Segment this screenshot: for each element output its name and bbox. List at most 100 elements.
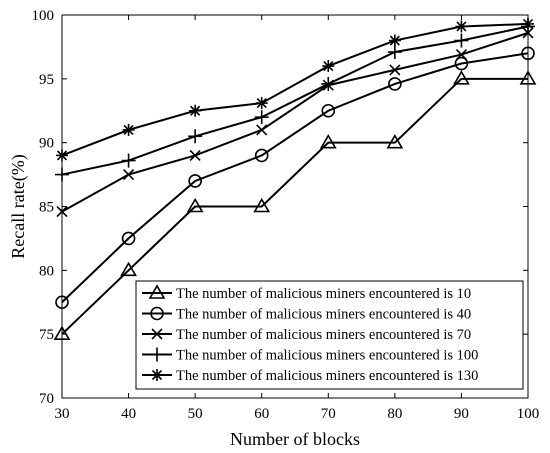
triangle-marker	[253, 197, 271, 213]
data-point	[188, 129, 203, 144]
data-point	[389, 64, 401, 76]
circle-marker	[454, 56, 469, 71]
series-1	[53, 70, 537, 340]
legend-marker	[151, 328, 163, 340]
data-point	[189, 149, 201, 161]
asterisk-marker-stroke	[123, 124, 134, 135]
data-point	[186, 197, 204, 213]
x-axis-title: Number of blocks	[230, 429, 360, 449]
data-point	[256, 124, 268, 136]
x-tick-label: 50	[188, 406, 203, 422]
asterisk-marker-stroke	[190, 105, 201, 116]
series-line	[61, 22, 529, 157]
data-point	[56, 149, 68, 162]
data-point	[387, 45, 402, 60]
circle-marker	[321, 103, 336, 118]
legend-label: The number of malicious miners encounter…	[176, 307, 471, 323]
series-2	[55, 46, 535, 310]
y-tick-label: 80	[39, 263, 54, 279]
data-point	[321, 76, 336, 91]
y-tick-label: 75	[39, 327, 54, 343]
y-tick-label: 85	[39, 200, 54, 216]
legend: The number of malicious miners encounter…	[135, 280, 524, 390]
legend-label: The number of malicious miners encounter…	[176, 327, 471, 343]
data-point	[455, 49, 467, 61]
legend-entry: The number of malicious miners encounter…	[142, 327, 471, 343]
y-tick-label: 90	[39, 136, 54, 152]
data-point	[255, 97, 268, 110]
x-tick-label: 80	[387, 406, 402, 422]
data-point	[388, 77, 402, 91]
data-point	[121, 153, 136, 168]
circle-marker	[388, 77, 402, 91]
data-point	[121, 231, 136, 246]
x-tick-label: 100	[517, 406, 540, 422]
data-point	[55, 167, 69, 182]
data-point	[386, 134, 404, 149]
triangle-marker	[148, 284, 166, 299]
x-marker-stroke	[189, 149, 201, 161]
data-point	[322, 60, 335, 73]
x-tick-label: 90	[454, 406, 469, 422]
data-point	[522, 17, 534, 30]
legend-marker	[150, 306, 164, 321]
data-point	[455, 20, 468, 33]
triangle-marker	[186, 197, 204, 213]
data-point	[454, 56, 469, 71]
asterisk-marker-stroke	[456, 21, 467, 32]
legend-entry: The number of malicious miners encounter…	[142, 284, 471, 302]
series-line	[61, 25, 529, 176]
legend-entry: The number of malicious miners encounter…	[142, 347, 478, 364]
data-point	[120, 261, 137, 277]
x-tick-label: 30	[55, 406, 70, 422]
data-point	[519, 70, 537, 85]
asterisk-marker-stroke	[151, 369, 163, 381]
data-point	[122, 123, 135, 136]
circle-marker	[188, 174, 202, 188]
asterisk-marker-stroke	[323, 61, 334, 72]
x-marker-stroke	[123, 169, 135, 181]
data-point	[56, 206, 68, 218]
series-line	[61, 77, 528, 335]
circle-marker	[254, 148, 269, 163]
legend-label: The number of malicious miners encounter…	[176, 286, 471, 302]
series-5	[56, 17, 534, 162]
y-tick-label: 95	[39, 72, 54, 88]
data-point	[388, 34, 401, 47]
triangle-marker	[53, 325, 71, 340]
series-layer	[53, 17, 537, 340]
data-point	[321, 103, 336, 118]
legend-entry: The number of malicious miners encounter…	[142, 368, 478, 384]
data-point	[55, 295, 69, 310]
legend-label: The number of malicious miners encounter…	[176, 368, 478, 384]
x-tick-label: 60	[254, 406, 269, 422]
series-3	[56, 27, 534, 218]
data-point	[123, 169, 135, 181]
asterisk-marker-stroke	[56, 150, 68, 161]
data-point	[521, 46, 535, 61]
y-tick-label: 100	[32, 8, 55, 24]
data-point	[254, 110, 269, 125]
data-point	[319, 134, 337, 149]
series-4	[55, 19, 535, 182]
legend-label: The number of malicious miners encounter…	[176, 348, 478, 364]
circle-marker	[55, 295, 69, 310]
legend-marker	[148, 284, 166, 299]
data-point	[53, 325, 71, 340]
triangle-marker	[319, 134, 337, 149]
y-tick-label: 70	[39, 391, 54, 407]
legend-entry: The number of malicious miners encounter…	[142, 307, 471, 323]
series-line	[61, 31, 529, 213]
asterisk-marker-stroke	[389, 35, 400, 46]
data-point	[254, 148, 269, 163]
triangle-marker	[453, 70, 470, 85]
data-point	[253, 197, 271, 213]
asterisk-marker-stroke	[256, 98, 267, 109]
x-marker-stroke	[389, 64, 401, 76]
legend-marker	[151, 369, 163, 381]
y-axis-title: Recall rate(%)	[8, 154, 29, 258]
legend-box	[135, 280, 524, 390]
triangle-marker	[120, 261, 137, 277]
x-marker-stroke	[455, 49, 467, 61]
